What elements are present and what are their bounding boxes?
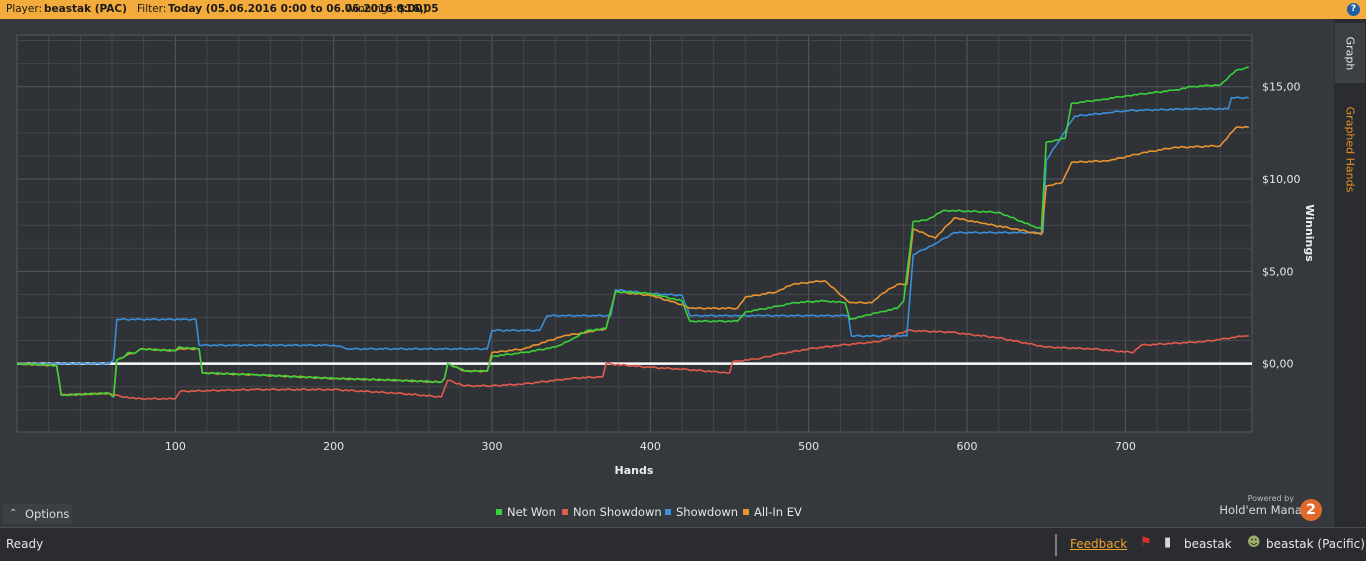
y-tick-label: $0,00	[1262, 358, 1294, 371]
y-tick-label: $5,00	[1262, 265, 1294, 278]
status-ready: Ready	[6, 537, 44, 551]
x-tick-label: 600	[957, 440, 978, 453]
tab-graphed-hands-label: Graphed Hands	[1343, 106, 1357, 192]
x-tick-label: 200	[323, 440, 344, 453]
status-user: beastak	[1184, 537, 1232, 551]
flag-icon[interactable]: ⚑	[1140, 535, 1152, 550]
feedback-link[interactable]: Feedback	[1070, 537, 1128, 551]
player-avatar-icon: ☻	[1247, 535, 1261, 550]
legend-label: Non Showdown	[573, 505, 662, 519]
help-icon[interactable]: ?	[1347, 3, 1360, 16]
y-axis-ticks: $0,00 $5,00 $10,00 $15,00	[1262, 81, 1301, 371]
database-icon: ▮	[1164, 535, 1172, 550]
chevron-up-icon: ⌃	[9, 508, 18, 519]
options-label: Options	[25, 507, 70, 521]
x-tick-label: 700	[1115, 440, 1136, 453]
legend-swatch-icon	[562, 508, 568, 515]
x-tick-label: 400	[640, 440, 661, 453]
legend-label: Net Won	[507, 505, 556, 519]
x-tick-label: 100	[165, 440, 186, 453]
legend-item-showdown: Showdown	[665, 504, 738, 520]
series-non-showdown	[16, 329, 1249, 401]
chart-series	[16, 66, 1252, 401]
y-axis-label: Winnings	[1303, 204, 1316, 262]
legend-swatch-icon	[496, 508, 502, 515]
tab-graph-label: Graph	[1343, 36, 1357, 70]
legend-item-non-showdown: Non Showdown	[562, 504, 662, 520]
y-tick-label: $15,00	[1262, 81, 1301, 94]
legend-swatch-icon	[665, 508, 671, 515]
player-label: Player:	[6, 3, 43, 15]
status-site-user: beastak (Pacific)	[1266, 537, 1365, 551]
x-tick-label: 300	[482, 440, 503, 453]
powered-by-text: Powered by	[1247, 494, 1294, 503]
legend-swatch-icon	[743, 508, 749, 515]
player-value: beastak (PAC)	[44, 3, 127, 15]
hm2-logo-icon: 2	[1300, 499, 1322, 521]
legend-label: Showdown	[676, 505, 739, 519]
status-bar: Ready Feedback ⚑ ▮ beastak ☻ beastak (Pa…	[0, 527, 1366, 561]
legend-label: All-In EV	[754, 505, 802, 519]
x-axis-label: Hands	[615, 464, 654, 477]
tab-graphed-hands[interactable]: Graphed Hands	[1335, 89, 1365, 209]
tab-graph[interactable]: Graph	[1335, 23, 1365, 83]
brand-name: Hold'em Manager	[1219, 503, 1321, 517]
series-net-won	[16, 66, 1249, 398]
winnings-value: $16,05	[398, 3, 439, 15]
chart-legend: Net Won Non Showdown Showdown All-In EV	[0, 504, 1334, 520]
winnings-label: Winnings:	[345, 3, 397, 15]
y-tick-label: $10,00	[1262, 173, 1301, 186]
filter-value: Today (05.06.2016 0:00 to 06.06.2016 0:0…	[168, 3, 428, 15]
filter-header-bar: Player: beastak (PAC) Filter: Today (05.…	[0, 0, 1366, 19]
status-divider	[1055, 534, 1057, 556]
winnings-chart: 100 200 300 400 500 600 700 $0,00 $5,00 $10,00 $1…	[16, 34, 1316, 477]
filter-label: Filter:	[137, 3, 167, 15]
side-tab-strip: Graph Graphed Hands	[1334, 19, 1366, 527]
legend-item-all-in-ev: All-In EV	[743, 504, 802, 520]
options-button[interactable]: ⌃ Options	[2, 504, 72, 524]
x-axis-ticks: 100 200 300 400 500 600 700	[165, 440, 1136, 453]
chart-grid	[17, 35, 1252, 432]
x-tick-label: 500	[798, 440, 819, 453]
legend-item-net-won: Net Won	[496, 504, 556, 520]
